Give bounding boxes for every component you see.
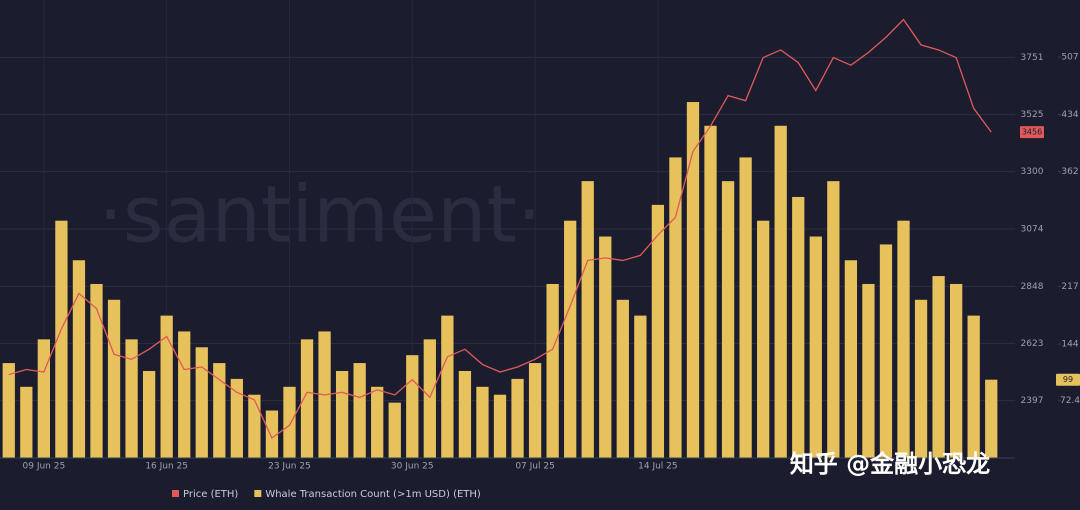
bar (669, 157, 682, 458)
bar (757, 220, 770, 458)
y-tick-label: 434 (1061, 110, 1078, 120)
bar (686, 102, 700, 459)
bar (406, 355, 419, 458)
y2-tick-label: 3525 (1021, 110, 1044, 120)
bar (827, 181, 840, 458)
price-line (8, 18, 992, 439)
bar (90, 283, 103, 458)
bar (230, 378, 243, 458)
bar (195, 347, 208, 458)
x-tick-label: 23 Jun 25 (268, 462, 311, 472)
bar (178, 331, 191, 458)
bar (704, 125, 717, 458)
bar (388, 402, 401, 458)
bar (634, 315, 647, 458)
bar (564, 220, 577, 458)
bar (651, 204, 665, 458)
bar (967, 315, 980, 458)
bar (493, 394, 507, 458)
bar (2, 363, 15, 458)
overlay-watermark: 知乎 @金融小恐龙 (790, 450, 990, 478)
bar (213, 363, 226, 458)
bar (932, 276, 945, 458)
y2-tick-label: 2623 (1021, 339, 1044, 349)
bar (20, 386, 33, 458)
bar (37, 339, 50, 458)
y2-tick-label: 3300 (1021, 167, 1044, 177)
legend-swatch (254, 490, 262, 497)
bar (300, 339, 314, 458)
bar (476, 386, 489, 458)
bar (72, 260, 86, 458)
bar (458, 370, 472, 458)
bar (283, 386, 296, 458)
y2-tick-label: 2397 (1021, 396, 1044, 406)
bar (879, 244, 893, 458)
bar (142, 370, 156, 458)
bar (248, 394, 261, 458)
bar (844, 260, 858, 458)
legend-label: Price (ETH) (183, 489, 238, 500)
bar (950, 283, 963, 458)
bar (528, 363, 542, 458)
bar (335, 370, 349, 458)
x-tick-label: 14 Jul 25 (638, 462, 678, 472)
bar (599, 236, 612, 458)
bar (774, 125, 787, 458)
bar (511, 378, 524, 458)
y-tick-label: 362 (1061, 167, 1078, 177)
bar (985, 379, 998, 458)
bar (423, 339, 436, 458)
bar (125, 339, 138, 458)
y2-tick-label: 3751 (1021, 53, 1044, 63)
bar (739, 157, 752, 458)
bar (792, 196, 805, 458)
last-value-label: 99 (1063, 375, 1073, 384)
legend-label: Whale Transaction Count (>1m USD) (ETH) (265, 489, 481, 500)
y2-tick-label: 2848 (1021, 282, 1044, 292)
legend-swatch (172, 490, 179, 497)
last-value-label: 3456 (1022, 128, 1042, 137)
last-value-box (1056, 373, 1080, 386)
watermark: ·santiment· (98, 170, 542, 260)
bar (914, 299, 928, 458)
bar (721, 181, 735, 458)
bar (107, 299, 121, 458)
x-tick-label: 16 Jun 25 (145, 462, 188, 472)
x-tick-label: 30 Jun 25 (391, 462, 434, 472)
bar (55, 220, 68, 458)
bar (862, 283, 875, 458)
y-tick-label: 217 (1061, 282, 1078, 292)
y-tick-label: 144 (1061, 340, 1078, 350)
bar (371, 386, 384, 458)
bar (265, 410, 279, 458)
bar (809, 236, 822, 458)
bar (581, 181, 594, 458)
bar (897, 220, 910, 458)
y-tick-label: 72.4 (1060, 396, 1080, 406)
bar (160, 315, 173, 458)
bar (441, 315, 454, 458)
bar (546, 283, 559, 458)
bar (616, 299, 629, 458)
last-value-box (1020, 126, 1044, 139)
x-tick-label: 07 Jul 25 (515, 462, 555, 472)
bar (353, 363, 366, 458)
y2-tick-label: 3074 (1021, 225, 1044, 235)
x-tick-label: 09 Jun 25 (23, 462, 66, 472)
y-tick-label: 507 (1061, 52, 1078, 62)
